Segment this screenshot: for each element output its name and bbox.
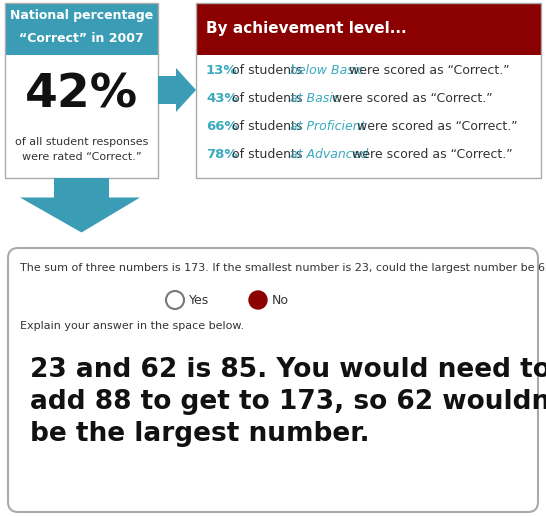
Text: National percentage: National percentage	[10, 9, 153, 23]
Text: 66%: 66%	[206, 120, 238, 133]
Text: Yes: Yes	[189, 294, 209, 307]
FancyBboxPatch shape	[8, 248, 538, 512]
Text: below Basic: below Basic	[290, 63, 365, 76]
Circle shape	[249, 291, 267, 309]
Polygon shape	[158, 68, 196, 112]
Text: of students: of students	[228, 63, 306, 76]
Polygon shape	[20, 178, 140, 233]
Text: of all student responses: of all student responses	[15, 137, 148, 147]
Text: were rated “Correct.”: were rated “Correct.”	[22, 152, 141, 162]
Text: 42%: 42%	[25, 73, 138, 118]
Circle shape	[166, 291, 184, 309]
FancyBboxPatch shape	[5, 3, 158, 55]
Text: of students: of students	[228, 148, 306, 160]
FancyBboxPatch shape	[196, 55, 541, 178]
Text: of students: of students	[228, 91, 306, 105]
Text: at Proficient: at Proficient	[290, 120, 366, 133]
Text: of students: of students	[228, 120, 306, 133]
Text: 13%: 13%	[206, 63, 238, 76]
Text: add 88 to get to 173, so 62 wouldn’t: add 88 to get to 173, so 62 wouldn’t	[30, 389, 546, 415]
Text: Explain your answer in the space below.: Explain your answer in the space below.	[20, 321, 244, 331]
Text: were scored as “Correct.”: were scored as “Correct.”	[348, 148, 513, 160]
Text: 43%: 43%	[206, 91, 238, 105]
Text: were scored as “Correct.”: were scored as “Correct.”	[353, 120, 518, 133]
Text: 78%: 78%	[206, 148, 238, 160]
Text: be the largest number.: be the largest number.	[30, 421, 370, 447]
Text: were scored as “Correct.”: were scored as “Correct.”	[328, 91, 493, 105]
Text: at Advanced: at Advanced	[290, 148, 369, 160]
Text: By achievement level...: By achievement level...	[206, 22, 407, 37]
FancyBboxPatch shape	[196, 3, 541, 55]
FancyBboxPatch shape	[5, 55, 158, 178]
Text: The sum of three numbers is 173. If the smallest number is 23, could the largest: The sum of three numbers is 173. If the …	[20, 263, 546, 273]
Text: at Basic: at Basic	[290, 91, 340, 105]
Text: “Correct” in 2007: “Correct” in 2007	[19, 31, 144, 44]
Text: were scored as “Correct.”: were scored as “Correct.”	[346, 63, 510, 76]
Text: No: No	[272, 294, 289, 307]
Text: 23 and 62 is 85. You would need to: 23 and 62 is 85. You would need to	[30, 357, 546, 383]
